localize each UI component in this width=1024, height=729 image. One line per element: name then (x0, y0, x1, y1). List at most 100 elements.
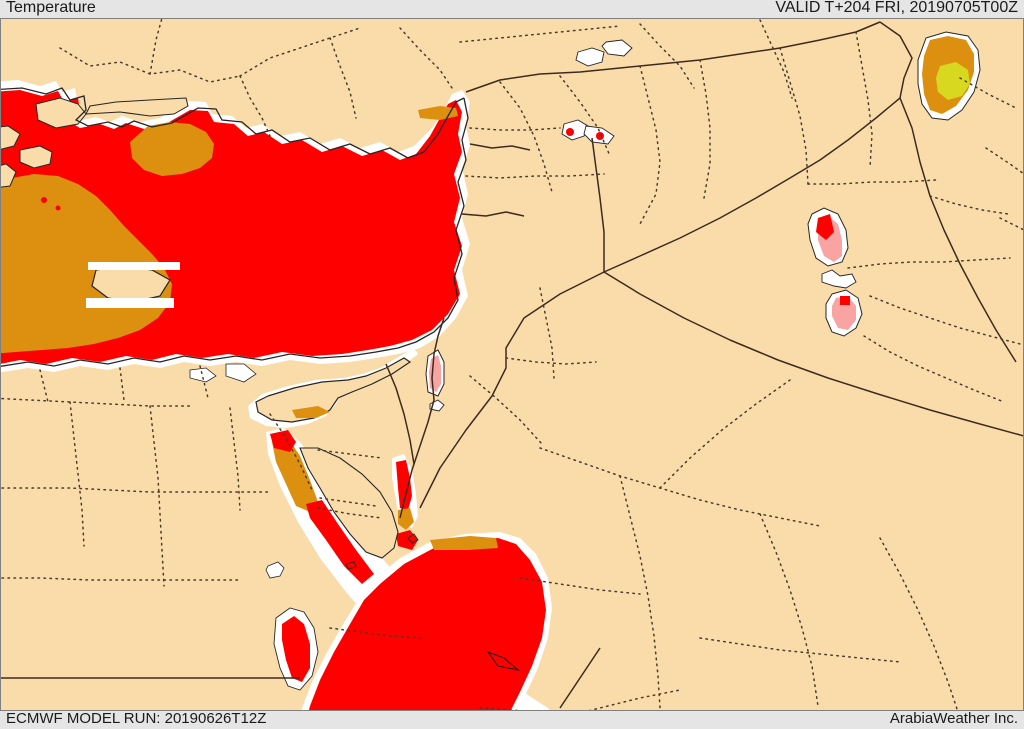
admin-egypt-3 (149, 405, 165, 587)
admin-egypt-10 (39, 369, 49, 403)
border-syria-iraq (603, 97, 901, 273)
page-title: Temperature (6, 0, 96, 16)
admin-egypt-2 (69, 401, 85, 547)
levant-coast (397, 97, 469, 349)
admin-saudi-3 (759, 513, 819, 707)
model-run-label: ECMWF MODEL RUN: 20190626T12Z (6, 710, 267, 727)
lake-nasser-red (282, 616, 310, 682)
island-land-3 (19, 145, 53, 169)
valid-time-label: VALID T+204 FRI, 20190705T00Z (775, 0, 1018, 16)
lake-qarun (265, 561, 285, 579)
gulf-of-aqaba-orange (398, 508, 414, 530)
mediterranean-orange-band-west (0, 174, 172, 354)
admin-turkey-8 (639, 23, 695, 89)
admin-turkey-4 (239, 75, 271, 137)
admin-iraq-7 (929, 195, 1009, 215)
coastlines (0, 87, 469, 368)
border-turkey-iran (879, 21, 913, 99)
border-iran-iraq (899, 97, 1017, 363)
admin-turkey-3 (239, 27, 361, 77)
iraq-lakes (807, 207, 863, 337)
attribution-label: ArabiaWeather Inc. (889, 710, 1018, 727)
admin-egypt-11 (317, 507, 383, 519)
map-canvas[interactable] (0, 18, 1024, 711)
admin-syria-6 (465, 173, 605, 179)
lake-tharthar-red-core (816, 214, 834, 240)
border-syria-inner (591, 137, 605, 272)
islet-red-2 (55, 205, 61, 211)
mediterranean-orange-band-turkey (130, 122, 214, 176)
aegean-islands (0, 97, 189, 308)
admin-iran-3 (999, 217, 1024, 231)
admin-egypt-8 (199, 365, 209, 399)
dead-sea-pink-band (429, 355, 441, 392)
lake-urmia (917, 31, 981, 121)
red-sea-orange-sliver (430, 536, 498, 550)
cyprus-orange-patch (292, 406, 330, 418)
country-borders (0, 21, 1024, 709)
gulf-of-suez-orange (272, 438, 318, 512)
gulf-of-suez-red-lower (306, 500, 374, 584)
small-lakes (189, 39, 633, 691)
gulf-of-aqaba-red (396, 460, 412, 510)
admin-egypt-5 (0, 577, 241, 581)
coast-detail-1 (407, 533, 419, 544)
admin-saudi-7 (699, 637, 901, 663)
coast-detail-3 (486, 650, 520, 671)
coast-detail-2 (345, 561, 357, 570)
admin-egypt-9 (119, 367, 125, 401)
small-lake-2-red (596, 132, 604, 140)
cyprus-land (255, 357, 412, 423)
admin-saudi-5 (659, 379, 791, 489)
admin-iraq-5 (869, 295, 1021, 345)
admin-egypt-4 (0, 487, 271, 493)
admin-iraq-2 (855, 31, 873, 169)
admin-sudan-1 (584, 689, 681, 711)
red-sea-red-band (308, 538, 546, 711)
header-bar: Temperature VALID T+204 FRI, 20190705T00… (0, 0, 1024, 18)
admin-turkey-6 (399, 27, 453, 89)
gulf-of-suez-red-tip (270, 430, 296, 452)
admin-turkey-9 (759, 19, 793, 99)
border-turkey-syria (465, 21, 881, 93)
small-lake-1-red (566, 128, 574, 136)
lake-urmia-yellow-core (936, 62, 970, 100)
dead-sea (425, 349, 445, 412)
egypt-north-coast (0, 347, 399, 368)
map-graphic[interactable] (0, 18, 1024, 711)
cyprus (248, 348, 418, 428)
footer-bar: ECMWF MODEL RUN: 20190626T12Z ArabiaWeat… (0, 710, 1024, 729)
admin-iran-1 (959, 77, 1017, 109)
admin-iraq-4 (847, 257, 1011, 269)
admin-saudi-2 (619, 475, 661, 709)
crete-halo-bottom (86, 298, 174, 308)
turkey-south-coast (0, 87, 465, 159)
admin-sinai-1 (317, 449, 383, 459)
admin-syria-1 (499, 81, 553, 193)
border-jordan-saudi (419, 271, 605, 509)
admin-iraq-6 (863, 335, 1005, 403)
admin-iraq-1 (779, 47, 809, 185)
lake-razzaza-red-core (840, 296, 850, 305)
border-lebanon-syria-north (469, 143, 531, 151)
sinai-peninsula-land (299, 447, 399, 559)
admin-turkey-7 (459, 25, 621, 43)
crete-halo-top (88, 262, 180, 270)
admin-syria-2 (559, 75, 611, 157)
border-egypt-israel (385, 363, 415, 465)
small-lake-4 (601, 39, 633, 57)
border-saudi-coastal (559, 647, 601, 709)
admin-egypt-7 (269, 413, 313, 491)
delta-lagoon-1 (189, 367, 217, 383)
admin-turkey-5 (329, 37, 357, 119)
island-land-2 (0, 163, 17, 188)
aegean-peninsula (85, 97, 189, 117)
lake-habbaniyah (821, 269, 857, 289)
aegean-land-cluster (35, 97, 87, 129)
border-israel-jordan (399, 317, 445, 519)
admin-turkey-2 (149, 18, 163, 75)
island-land-1 (0, 125, 21, 151)
delta-lagoon-2 (225, 363, 257, 383)
admin-egypt-6 (229, 407, 241, 511)
